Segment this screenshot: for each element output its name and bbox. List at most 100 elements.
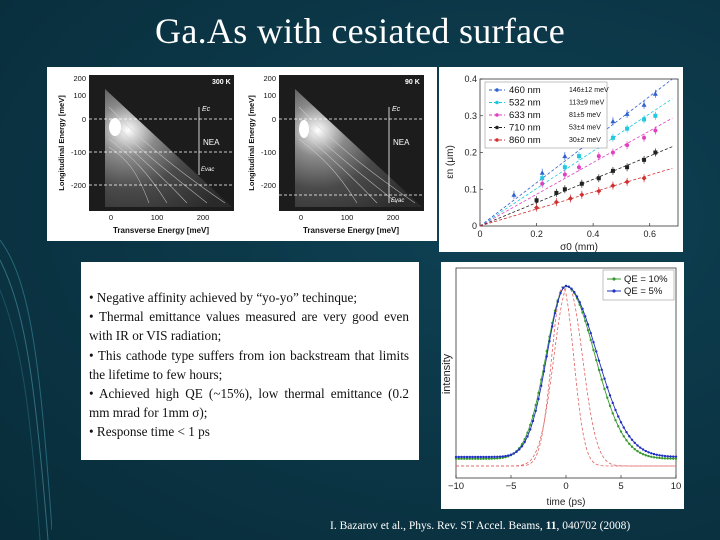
series-point <box>584 315 587 318</box>
series-point <box>465 455 469 459</box>
series-point <box>562 286 565 290</box>
contour-xtick: 100 <box>341 213 354 222</box>
legend-marker <box>495 125 499 130</box>
series-point <box>636 444 639 447</box>
data-point <box>577 165 581 170</box>
data-point <box>562 165 567 170</box>
temperature-label: 300 K <box>212 79 231 86</box>
data-point <box>642 117 647 122</box>
series-point <box>655 456 658 459</box>
series-point <box>564 284 568 288</box>
series-point <box>647 454 650 458</box>
contour-ylabel: Longitudinal Energy [meV] <box>247 95 256 191</box>
series-point <box>628 435 631 438</box>
contour-ytick: 0 <box>82 115 86 124</box>
series-point <box>545 355 548 358</box>
series-point <box>559 292 562 295</box>
series-point <box>622 435 625 438</box>
series-point <box>666 457 669 460</box>
data-point <box>610 118 616 124</box>
citation-suffix: , 040702 (2008) <box>556 520 631 532</box>
series-point <box>454 455 458 459</box>
evac-label: Evac <box>201 167 214 173</box>
nea-label: NEA <box>393 138 410 147</box>
series-point <box>600 378 603 381</box>
data-point <box>624 111 630 116</box>
emittance-chart: 0 0.2 0.4 0.6 0 0.1 0.2 0.3 0.4 σ0 (mm) εn (μm) … <box>439 67 683 252</box>
legend: QE = 10%QE = 5% <box>602 269 675 301</box>
series-point <box>485 457 488 460</box>
series-point <box>611 412 614 415</box>
series-point <box>465 457 469 460</box>
series-point <box>548 339 551 343</box>
legend-thermal-energy: 146±12 meV <box>569 87 609 94</box>
data-point <box>610 168 615 173</box>
series-point <box>471 455 474 459</box>
bullet-item: • Thermal emittance values measured are … <box>89 309 409 344</box>
series-point <box>504 454 507 458</box>
series-point <box>529 423 532 427</box>
series-point <box>633 441 636 445</box>
series-point <box>578 301 581 304</box>
series-point <box>482 455 485 459</box>
bullet-item: • This cathode type suffers from ion bac… <box>89 347 409 382</box>
data-point <box>625 165 630 170</box>
series-point <box>534 409 537 412</box>
series-point <box>614 418 617 422</box>
emittance-chart-svg: 0 0.2 0.4 0.600.10.20.30.4 σ0 (mm) εn (μm) … <box>445 74 679 252</box>
data-point <box>653 113 658 118</box>
contour-xtick: 100 <box>151 213 164 222</box>
series-point <box>592 348 595 352</box>
legend-label: 532 nm <box>509 98 541 109</box>
series-point <box>622 426 625 429</box>
series-point <box>633 447 636 451</box>
series-point <box>617 425 620 428</box>
temporal-profile-chart: −10 −5 0 5 10 time (ps) intensity QE = 10% QE… <box>441 262 684 509</box>
data-point <box>653 128 658 133</box>
series-point <box>515 450 518 454</box>
fit-line <box>479 167 673 227</box>
contour-ytick: -100 <box>261 148 276 157</box>
series-point <box>556 300 559 304</box>
data-point <box>577 154 581 159</box>
series-point <box>581 307 584 311</box>
contour-ytick: 100 <box>73 91 86 100</box>
contour-ylabel: Longitudinal Energy [meV] <box>57 95 66 191</box>
series-point <box>661 454 664 457</box>
y-tick-label: 0 <box>472 221 477 231</box>
series-point <box>597 368 601 372</box>
temperature-label: 90 K <box>405 79 420 86</box>
reference-curve <box>456 285 676 467</box>
series-point <box>647 451 650 454</box>
data-point <box>641 175 647 181</box>
data-point <box>642 135 647 140</box>
y-axis-label: intensity <box>441 353 453 394</box>
series-point <box>468 457 471 460</box>
reference-curve <box>456 286 676 467</box>
citation: I. Bazarov et al., Phys. Rev. ST Accel. … <box>330 520 630 532</box>
data-point <box>553 199 559 205</box>
series-point <box>669 457 672 460</box>
x-tick-label: 0.2 <box>530 229 543 239</box>
series-point <box>454 457 458 460</box>
series-point <box>537 397 540 401</box>
series-point <box>567 285 570 288</box>
fit-line <box>479 98 673 227</box>
series-point <box>542 370 546 373</box>
series-point <box>493 455 496 459</box>
series-point <box>490 457 493 460</box>
y-tick-label: 0.3 <box>464 111 477 121</box>
x-tick-label: 5 <box>618 481 623 492</box>
series-point <box>468 455 471 459</box>
series-point <box>628 442 631 446</box>
series-point <box>457 455 460 459</box>
data-point <box>568 195 574 201</box>
legend-marker <box>612 277 616 281</box>
series-point <box>498 455 502 458</box>
series-point <box>523 437 526 441</box>
bullet-text-box: • Negative affinity achieved by “yo-yo” … <box>81 262 419 460</box>
data-point <box>554 190 559 195</box>
contour-xtick: 0 <box>109 213 113 222</box>
data-point <box>610 183 616 189</box>
